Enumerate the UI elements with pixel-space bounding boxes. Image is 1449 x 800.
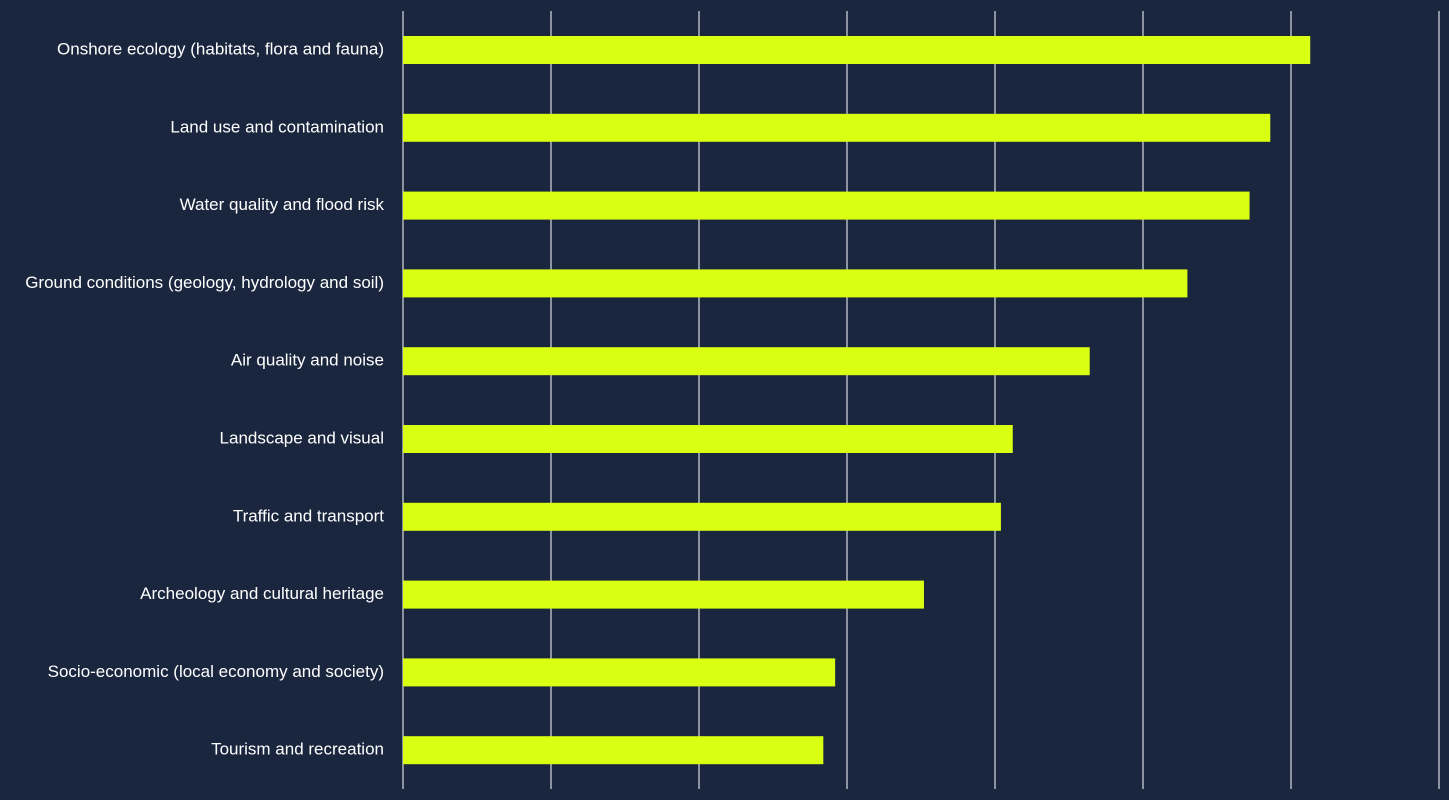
bar [403, 347, 1090, 376]
bar [403, 191, 1250, 220]
bars [403, 36, 1311, 765]
category-label: Archeology and cultural heritage [140, 584, 384, 603]
category-label: Onshore ecology (habitats, flora and fau… [57, 39, 384, 58]
category-label: Traffic and transport [233, 506, 384, 525]
bar [403, 502, 1001, 531]
category-label: Land use and contamination [170, 117, 384, 136]
bar [403, 736, 824, 765]
category-label: Ground conditions (geology, hydrology an… [25, 273, 384, 292]
category-label: Tourism and recreation [211, 740, 384, 759]
category-labels: Onshore ecology (habitats, flora and fau… [25, 39, 384, 758]
bar [403, 658, 836, 687]
bar [403, 580, 924, 609]
category-label: Socio-economic (local economy and societ… [48, 662, 384, 681]
bar [403, 269, 1188, 298]
category-label: Landscape and visual [220, 428, 384, 447]
category-label: Air quality and noise [231, 351, 384, 370]
category-label: Water quality and flood risk [180, 195, 385, 214]
bar [403, 113, 1271, 142]
bar [403, 36, 1311, 64]
bar [403, 425, 1013, 453]
